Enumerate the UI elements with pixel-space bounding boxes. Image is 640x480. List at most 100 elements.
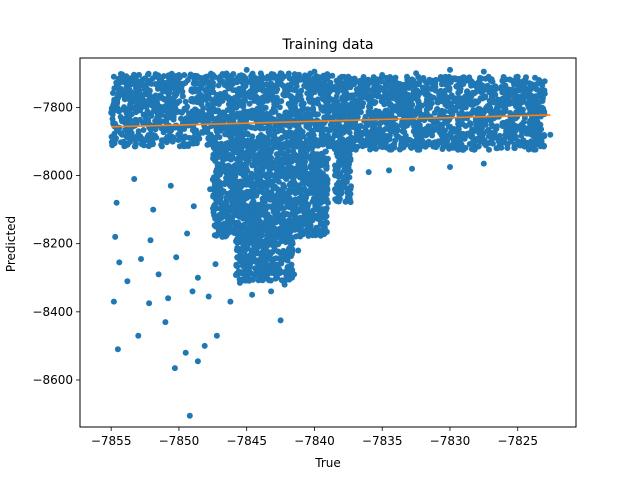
scatter-point-dense-3 bbox=[283, 249, 290, 256]
x-tick-label: −7825 bbox=[497, 434, 538, 448]
scatter-point-dense-0 bbox=[232, 96, 239, 103]
scatter-point-dense-1 bbox=[333, 113, 340, 120]
y-tick-label: −8000 bbox=[32, 169, 73, 183]
scatter-point bbox=[142, 75, 148, 82]
scatter-point-dense-3 bbox=[253, 270, 260, 277]
scatter-point-dense-2 bbox=[264, 178, 271, 184]
scatter-point-dense-1 bbox=[363, 139, 370, 146]
scatter-point-dense-3 bbox=[252, 247, 259, 254]
scatter-point bbox=[205, 293, 212, 300]
scatter-point bbox=[480, 160, 487, 167]
scatter-point bbox=[212, 261, 219, 268]
scatter-point-dense-1 bbox=[332, 130, 339, 136]
scatter-point-dense-2 bbox=[298, 143, 305, 149]
scatter-point-dense-3 bbox=[245, 236, 252, 243]
scatter-point-dense-0 bbox=[289, 106, 296, 113]
scatter-point-dense-2 bbox=[222, 179, 229, 186]
scatter-point-dense-1 bbox=[453, 98, 460, 105]
scatter-point-dense-0 bbox=[219, 97, 226, 104]
scatter-point-dense-0 bbox=[166, 128, 173, 135]
scatter-point-dense-2 bbox=[309, 214, 316, 221]
scatter-point-dense-1 bbox=[342, 89, 349, 96]
scatter-point-dense-1 bbox=[435, 138, 442, 145]
scatter-point-dense-1 bbox=[478, 108, 485, 115]
scatter-point-dense-2 bbox=[315, 168, 322, 175]
scatter-point-dense-0 bbox=[199, 129, 205, 135]
scatter-point-dense-2 bbox=[220, 188, 227, 195]
x-tick-label: −7840 bbox=[294, 434, 335, 448]
scatter-point-dense-0 bbox=[116, 124, 123, 131]
scatter-point-dense-0 bbox=[262, 93, 268, 100]
scatter-point-dense-1 bbox=[403, 137, 410, 144]
scatter-point-dense-1 bbox=[388, 112, 395, 119]
scatter-point bbox=[110, 73, 117, 80]
scatter-point-dense-0 bbox=[300, 105, 307, 112]
scatter-point-dense-1 bbox=[425, 91, 432, 98]
scatter-point bbox=[243, 66, 250, 73]
scatter-point-dense-2 bbox=[233, 156, 240, 163]
scatter-point-dense-0 bbox=[133, 92, 140, 99]
scatter-point-dense-1 bbox=[446, 84, 453, 91]
scatter-point-dense-0 bbox=[165, 72, 172, 79]
scatter-point-dense-0 bbox=[209, 108, 216, 115]
scatter-point-dense-0 bbox=[179, 124, 186, 131]
scatter-point-dense-1 bbox=[367, 146, 374, 153]
scatter-point bbox=[167, 182, 174, 189]
scatter-point-dense-1 bbox=[512, 128, 519, 135]
scatter-point-dense-3 bbox=[267, 250, 274, 257]
scatter-point-dense-2 bbox=[213, 148, 220, 155]
scatter-point-dense-0 bbox=[266, 131, 273, 138]
scatter-point-dense-0 bbox=[326, 127, 333, 134]
scatter-point-dense-2 bbox=[211, 182, 218, 189]
scatter-point-dense-3 bbox=[288, 234, 295, 241]
scatter-point bbox=[514, 73, 521, 80]
scatter-point-dense-0 bbox=[205, 135, 212, 141]
scatter-point-dense-0 bbox=[300, 133, 307, 140]
scatter-point-dense-1 bbox=[382, 107, 389, 114]
scatter-point-dense-1 bbox=[444, 103, 451, 110]
scatter-point bbox=[345, 73, 352, 80]
scatter-point-dense-0 bbox=[298, 96, 305, 103]
scatter-point-dense-1 bbox=[341, 100, 348, 107]
scatter-point-dense-0 bbox=[182, 98, 189, 105]
scatter-point-dense-2 bbox=[273, 175, 280, 182]
scatter-point-dense-3 bbox=[251, 243, 258, 250]
scatter-point-dense-0 bbox=[272, 108, 279, 115]
scatter-point-dense-2 bbox=[323, 165, 330, 172]
scatter-point-dense-0 bbox=[314, 83, 321, 90]
x-tick-label: −7835 bbox=[362, 434, 403, 448]
scatter-point-dense-1 bbox=[434, 96, 441, 103]
scatter-point-dense-1 bbox=[499, 120, 506, 127]
scatter-point-dense-1 bbox=[424, 84, 431, 90]
scatter-point-dense-1 bbox=[492, 83, 499, 90]
scatter-point-dense-2 bbox=[278, 148, 285, 155]
scatter-point-dense-1 bbox=[398, 121, 405, 128]
scatter-point-dense-3 bbox=[244, 245, 251, 252]
scatter-point-dense-3 bbox=[232, 272, 239, 278]
scatter-point-dense-2 bbox=[294, 226, 301, 233]
scatter-point-dense-0 bbox=[228, 133, 235, 140]
scatter-point-dense-0 bbox=[158, 137, 165, 144]
scatter-point-dense-3 bbox=[276, 265, 282, 272]
scatter-point-dense-0 bbox=[117, 130, 124, 137]
scatter-point-dense-0 bbox=[220, 78, 227, 85]
scatter-point-dense-2 bbox=[255, 142, 262, 148]
scatter-point-dense-0 bbox=[162, 125, 169, 132]
scatter-point-dense-0 bbox=[232, 77, 239, 84]
scatter-point-dense-0 bbox=[323, 104, 330, 111]
scatter-point-dense-4 bbox=[348, 183, 354, 190]
scatter-point-dense-1 bbox=[496, 132, 503, 139]
scatter-point-dense-1 bbox=[389, 76, 396, 83]
scatter-point-dense-3 bbox=[233, 247, 240, 254]
scatter-point-dense-2 bbox=[309, 208, 316, 215]
scatter-point-dense-1 bbox=[531, 116, 538, 123]
scatter-point-dense-1 bbox=[356, 101, 363, 108]
scatter-point-dense-2 bbox=[323, 219, 330, 226]
scatter-point-dense-0 bbox=[193, 118, 200, 125]
scatter-point-dense-0 bbox=[190, 124, 196, 130]
scatter-point-dense-1 bbox=[467, 121, 473, 128]
scatter-point-dense-2 bbox=[245, 215, 252, 222]
scatter-point-dense-2 bbox=[285, 161, 292, 168]
scatter-point-dense-2 bbox=[301, 210, 308, 217]
scatter-point-dense-0 bbox=[276, 104, 283, 111]
